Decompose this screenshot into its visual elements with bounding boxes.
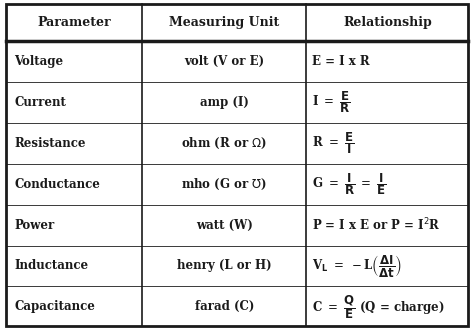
Text: V$_\mathbf{L}$ $=\ -$L$\left(\dfrac{\mathbf{\Delta I}}{\mathbf{\Delta t}}\right): V$_\mathbf{L}$ $=\ -$L$\left(\dfrac{\mat… <box>312 253 402 279</box>
Text: farad (C): farad (C) <box>195 300 254 314</box>
Text: Capacitance: Capacitance <box>14 300 95 314</box>
Text: ohm (R or $\Omega$): ohm (R or $\Omega$) <box>182 136 267 151</box>
Text: Conductance: Conductance <box>14 178 100 191</box>
Text: amp (I): amp (I) <box>200 96 249 109</box>
Text: Power: Power <box>14 218 55 232</box>
Text: G $=\ \dfrac{\mathbf{I}}{\mathbf{R}}\ =\ \dfrac{\mathbf{I}}{\mathbf{E}}$: G $=\ \dfrac{\mathbf{I}}{\mathbf{R}}\ =\… <box>312 171 387 197</box>
Text: E = I x R: E = I x R <box>312 55 370 68</box>
Text: P = I x E or P = I$^2$R: P = I x E or P = I$^2$R <box>312 217 441 233</box>
Text: I $=\ \dfrac{\mathbf{E}}{\mathbf{R}}$: I $=\ \dfrac{\mathbf{E}}{\mathbf{R}}$ <box>312 89 351 115</box>
Text: mho (G or $\mho$): mho (G or $\mho$) <box>181 177 267 192</box>
Text: Measuring Unit: Measuring Unit <box>169 16 279 29</box>
Text: C $=\ \dfrac{\mathbf{Q}}{\mathbf{E}}$ (Q = charge): C $=\ \dfrac{\mathbf{Q}}{\mathbf{E}}$ (Q… <box>312 293 445 321</box>
Text: R $=\ \dfrac{\mathbf{E}}{\mathbf{I}}$: R $=\ \dfrac{\mathbf{E}}{\mathbf{I}}$ <box>312 130 354 156</box>
Text: Relationship: Relationship <box>343 16 432 29</box>
Text: Voltage: Voltage <box>14 55 64 68</box>
Text: Current: Current <box>14 96 66 109</box>
Text: Inductance: Inductance <box>14 259 88 273</box>
Text: volt (V or E): volt (V or E) <box>184 55 264 68</box>
Text: Resistance: Resistance <box>14 137 86 150</box>
Text: henry (L or H): henry (L or H) <box>177 259 272 273</box>
Text: Parameter: Parameter <box>37 16 111 29</box>
Text: watt (W): watt (W) <box>196 218 253 232</box>
